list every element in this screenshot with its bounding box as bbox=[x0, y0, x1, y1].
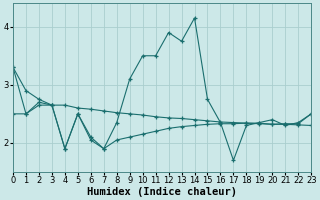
X-axis label: Humidex (Indice chaleur): Humidex (Indice chaleur) bbox=[87, 186, 237, 197]
